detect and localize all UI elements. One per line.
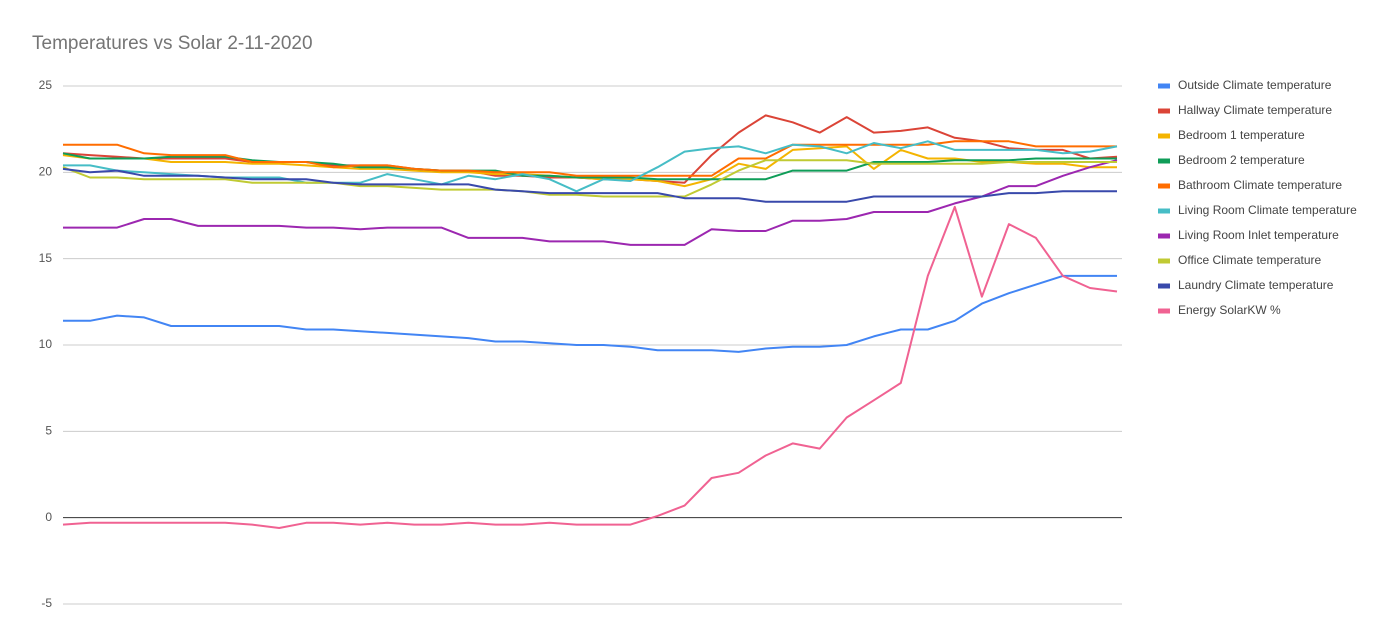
series-line — [63, 274, 1117, 353]
y-tick-label: 10 — [39, 337, 53, 351]
legend-swatch — [1158, 133, 1170, 139]
series-line — [63, 159, 1118, 246]
legend-label: Bedroom 2 temperature — [1178, 153, 1305, 167]
legend-label: Hallway Climate temperature — [1178, 103, 1332, 117]
y-tick-label: 25 — [39, 78, 53, 92]
legend-swatch — [1158, 158, 1170, 164]
legend-label: Bedroom 1 temperature — [1178, 128, 1305, 142]
legend-label: Energy SolarKW % — [1178, 303, 1281, 317]
legend-label: Laundry Climate temperature — [1178, 278, 1334, 292]
legend-label: Living Room Climate temperature — [1178, 203, 1357, 217]
legend-label: Living Room Inlet temperature — [1178, 228, 1339, 242]
y-tick-label: 20 — [39, 165, 53, 179]
legend-swatch — [1158, 258, 1170, 264]
y-tick-label: 5 — [45, 424, 52, 438]
series-line — [62, 205, 1118, 529]
series-line — [62, 167, 1117, 203]
legend-swatch — [1158, 208, 1170, 214]
series-line — [63, 140, 1117, 177]
legend-swatch — [1158, 108, 1170, 114]
legend-swatch — [1158, 283, 1170, 289]
legend-swatch — [1158, 233, 1170, 239]
legend-label: Outside Climate temperature — [1178, 78, 1332, 92]
series-line — [62, 159, 1117, 198]
y-tick-label: 15 — [39, 251, 53, 265]
chart-title: Temperatures vs Solar 2-11-2020 — [32, 33, 313, 54]
legend-swatch — [1158, 308, 1170, 314]
y-tick-label: -5 — [41, 596, 52, 610]
series-line — [63, 140, 1118, 193]
legend-swatch — [1158, 183, 1170, 189]
legend-label: Office Climate temperature — [1178, 253, 1321, 267]
legend-swatch — [1158, 83, 1170, 89]
y-tick-label: 0 — [45, 510, 52, 524]
legend-label: Bathroom Climate temperature — [1178, 178, 1342, 192]
